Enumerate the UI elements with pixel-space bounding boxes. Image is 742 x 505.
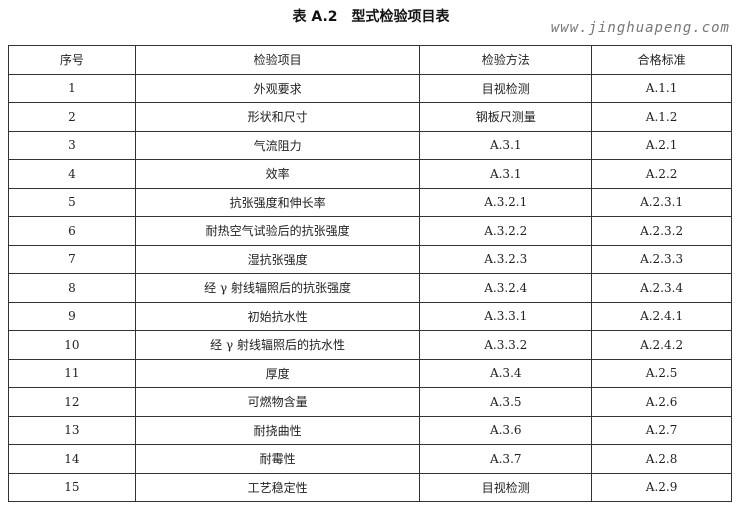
table-row: 11 厚度 A.3.4 A.2.5 (8, 358, 732, 388)
cell-index: 13 (8, 415, 136, 445)
table-row: 15 工艺稳定性 目视检测 A.2.9 (8, 472, 732, 502)
cell-method: A.3.2.4 (419, 273, 593, 303)
cell-standard: A.2.4.1 (591, 301, 732, 331)
header-standard: 合格标准 (591, 45, 732, 75)
cell-standard: A.2.1 (591, 130, 732, 160)
header-row: 序号 检验项目 检验方法 合格标准 (8, 45, 732, 75)
cell-method: A.3.6 (419, 415, 593, 445)
cell-item: 耐挠曲性 (134, 415, 421, 445)
cell-method: 钢板尺测量 (419, 102, 593, 132)
cell-index: 4 (8, 159, 136, 189)
table-row: 12 可燃物含量 A.3.5 A.2.6 (8, 387, 732, 417)
cell-index: 2 (8, 102, 136, 132)
cell-method: A.3.2.2 (419, 216, 593, 246)
cell-method: A.3.2.3 (419, 244, 593, 274)
cell-standard: A.2.4.2 (591, 330, 732, 360)
cell-index: 9 (8, 301, 136, 331)
cell-standard: A.1.2 (591, 102, 732, 132)
cell-standard: A.2.8 (591, 444, 732, 474)
cell-standard: A.2.2 (591, 159, 732, 189)
cell-item: 形状和尺寸 (134, 102, 421, 132)
table-row: 7 湿抗张强度 A.3.2.3 A.2.3.3 (8, 244, 732, 274)
cell-index: 14 (8, 444, 136, 474)
header-index: 序号 (8, 45, 136, 75)
cell-index: 5 (8, 187, 136, 217)
cell-method: A.3.7 (419, 444, 593, 474)
watermark: www.jinghuapeng.com (550, 20, 730, 36)
cell-index: 3 (8, 130, 136, 160)
cell-item: 外观要求 (134, 73, 421, 103)
cell-standard: A.2.5 (591, 358, 732, 388)
cell-method: A.3.5 (419, 387, 593, 417)
cell-item: 湿抗张强度 (134, 244, 421, 274)
cell-item: 经 γ 射线辐照后的抗张强度 (134, 273, 421, 303)
cell-standard: A.2.3.1 (591, 187, 732, 217)
cell-method: 目视检测 (419, 73, 593, 103)
inspection-table: 序号 检验项目 检验方法 合格标准 1 外观要求 目视检测 A.1.1 2 形状和尺寸 钢板… (8, 45, 732, 502)
cell-standard: A.2.3.2 (591, 216, 732, 246)
cell-item: 耐热空气试验后的抗张强度 (134, 216, 421, 246)
cell-method: A.3.3.1 (419, 301, 593, 331)
table-row: 6 耐热空气试验后的抗张强度 A.3.2.2 A.2.3.2 (8, 216, 732, 246)
table-row: 2 形状和尺寸 钢板尺测量 A.1.2 (8, 102, 732, 132)
cell-standard: A.2.6 (591, 387, 732, 417)
cell-item: 效率 (134, 159, 421, 189)
cell-standard: A.2.9 (591, 472, 732, 502)
cell-index: 8 (8, 273, 136, 303)
table-row: 1 外观要求 目视检测 A.1.1 (8, 73, 732, 103)
header-method: 检验方法 (419, 45, 593, 75)
cell-method: A.3.2.1 (419, 187, 593, 217)
cell-method: A.3.1 (419, 130, 593, 160)
cell-item: 工艺稳定性 (134, 472, 421, 502)
cell-index: 11 (8, 358, 136, 388)
cell-index: 1 (8, 73, 136, 103)
table-row: 3 气流阻力 A.3.1 A.2.1 (8, 130, 732, 160)
cell-method: A.3.1 (419, 159, 593, 189)
table-title: 表 A.2 型式检验项目表 (292, 9, 450, 25)
cell-standard: A.2.3.3 (591, 244, 732, 274)
cell-standard: A.2.7 (591, 415, 732, 445)
cell-method: A.3.4 (419, 358, 593, 388)
cell-item: 可燃物含量 (134, 387, 421, 417)
cell-item: 气流阻力 (134, 130, 421, 160)
cell-standard: A.2.3.4 (591, 273, 732, 303)
cell-index: 7 (8, 244, 136, 274)
table-row: 5 抗张强度和伸长率 A.3.2.1 A.2.3.1 (8, 187, 732, 217)
table-row: 4 效率 A.3.1 A.2.2 (8, 159, 732, 189)
cell-index: 10 (8, 330, 136, 360)
cell-index: 15 (8, 472, 136, 502)
cell-item: 厚度 (134, 358, 421, 388)
cell-index: 12 (8, 387, 136, 417)
table-row: 10 经 γ 射线辐照后的抗水性 A.3.3.2 A.2.4.2 (8, 330, 732, 360)
table-row: 14 耐霉性 A.3.7 A.2.8 (8, 444, 732, 474)
table-row: 13 耐挠曲性 A.3.6 A.2.7 (8, 415, 732, 445)
cell-item: 抗张强度和伸长率 (134, 187, 421, 217)
header-item: 检验项目 (134, 45, 421, 75)
cell-item: 经 γ 射线辐照后的抗水性 (134, 330, 421, 360)
table-row: 9 初始抗水性 A.3.3.1 A.2.4.1 (8, 301, 732, 331)
cell-item: 耐霉性 (134, 444, 421, 474)
cell-index: 6 (8, 216, 136, 246)
cell-method: A.3.3.2 (419, 330, 593, 360)
cell-method: 目视检测 (419, 472, 593, 502)
cell-standard: A.1.1 (591, 73, 732, 103)
cell-item: 初始抗水性 (134, 301, 421, 331)
